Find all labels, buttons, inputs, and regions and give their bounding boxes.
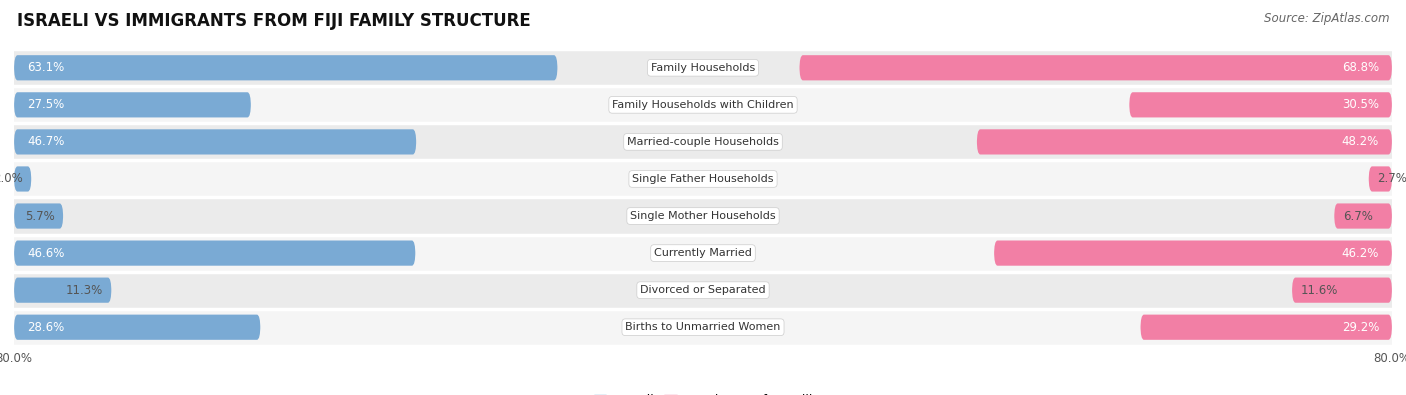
Text: 2.7%: 2.7% xyxy=(1378,173,1406,186)
FancyBboxPatch shape xyxy=(994,241,1392,266)
Text: 29.2%: 29.2% xyxy=(1341,321,1379,334)
Text: 46.7%: 46.7% xyxy=(27,135,65,149)
Text: 11.3%: 11.3% xyxy=(66,284,103,297)
Text: 30.5%: 30.5% xyxy=(1341,98,1379,111)
Text: Married-couple Households: Married-couple Households xyxy=(627,137,779,147)
Text: Family Households: Family Households xyxy=(651,63,755,73)
Bar xyxy=(14,198,1392,235)
Text: Divorced or Separated: Divorced or Separated xyxy=(640,285,766,295)
FancyBboxPatch shape xyxy=(1292,278,1392,303)
Text: Family Households with Children: Family Households with Children xyxy=(612,100,794,110)
FancyBboxPatch shape xyxy=(800,55,1392,81)
Text: 27.5%: 27.5% xyxy=(27,98,65,111)
FancyBboxPatch shape xyxy=(977,129,1392,154)
Text: 48.2%: 48.2% xyxy=(1341,135,1379,149)
FancyBboxPatch shape xyxy=(14,314,260,340)
Text: Currently Married: Currently Married xyxy=(654,248,752,258)
Bar xyxy=(14,123,1392,160)
FancyBboxPatch shape xyxy=(14,203,63,229)
FancyBboxPatch shape xyxy=(1368,166,1392,192)
Text: 68.8%: 68.8% xyxy=(1341,61,1379,74)
Text: 2.0%: 2.0% xyxy=(0,173,22,186)
FancyBboxPatch shape xyxy=(14,92,250,117)
FancyBboxPatch shape xyxy=(14,241,415,266)
Text: Single Mother Households: Single Mother Households xyxy=(630,211,776,221)
Bar xyxy=(14,272,1392,308)
FancyBboxPatch shape xyxy=(14,129,416,154)
Text: ISRAELI VS IMMIGRANTS FROM FIJI FAMILY STRUCTURE: ISRAELI VS IMMIGRANTS FROM FIJI FAMILY S… xyxy=(17,12,530,30)
FancyBboxPatch shape xyxy=(14,55,557,81)
Bar xyxy=(14,235,1392,272)
FancyBboxPatch shape xyxy=(1129,92,1392,117)
Text: 28.6%: 28.6% xyxy=(27,321,65,334)
Text: Single Father Households: Single Father Households xyxy=(633,174,773,184)
Bar xyxy=(14,49,1392,87)
FancyBboxPatch shape xyxy=(1140,314,1392,340)
Legend: Israeli, Immigrants from Fiji: Israeli, Immigrants from Fiji xyxy=(593,394,813,395)
Text: 6.7%: 6.7% xyxy=(1343,209,1372,222)
Text: 63.1%: 63.1% xyxy=(27,61,65,74)
Text: Source: ZipAtlas.com: Source: ZipAtlas.com xyxy=(1264,12,1389,25)
FancyBboxPatch shape xyxy=(14,278,111,303)
Text: 46.2%: 46.2% xyxy=(1341,246,1379,260)
Text: 11.6%: 11.6% xyxy=(1301,284,1339,297)
Text: 46.6%: 46.6% xyxy=(27,246,65,260)
Bar xyxy=(14,87,1392,123)
Bar xyxy=(14,160,1392,198)
Bar xyxy=(14,308,1392,346)
FancyBboxPatch shape xyxy=(14,166,31,192)
Text: 5.7%: 5.7% xyxy=(25,209,55,222)
FancyBboxPatch shape xyxy=(1334,203,1392,229)
Text: Births to Unmarried Women: Births to Unmarried Women xyxy=(626,322,780,332)
